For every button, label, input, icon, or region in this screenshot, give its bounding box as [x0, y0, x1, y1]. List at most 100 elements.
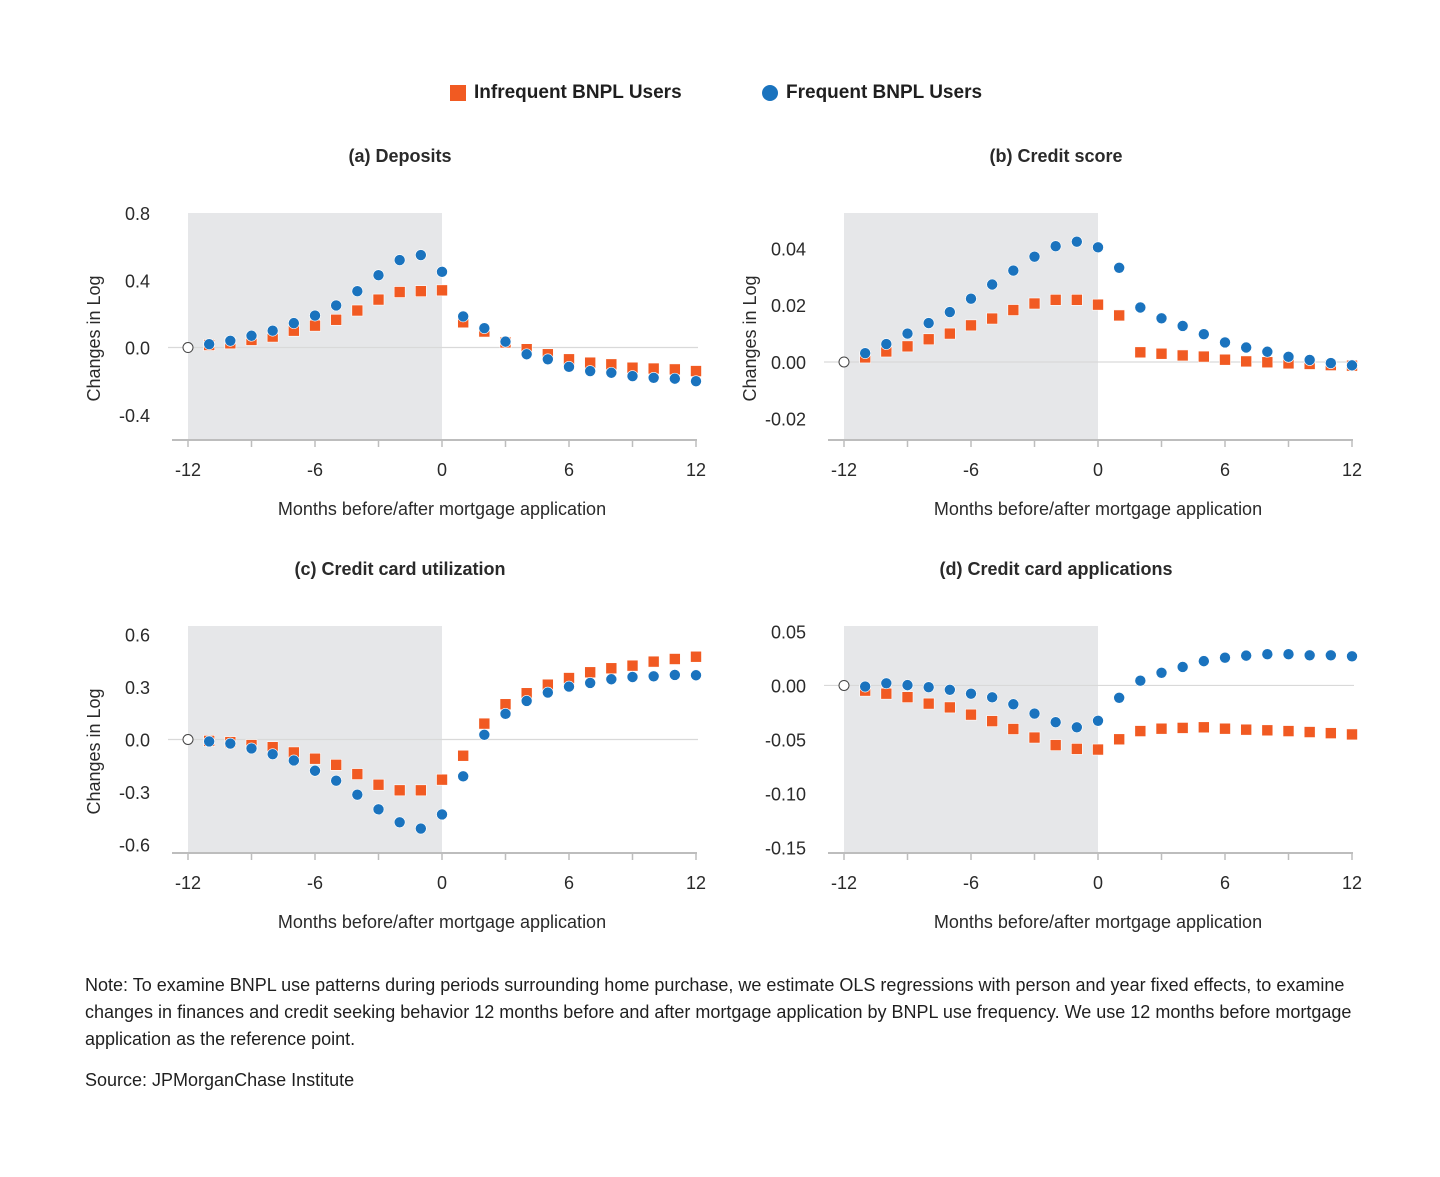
- frequent-point: [415, 822, 427, 835]
- infrequent-point: [478, 717, 491, 730]
- y-tick-label: 0.3: [125, 678, 150, 698]
- infrequent-point: [965, 708, 977, 721]
- chart-svg: -12 -6 0 6 12 0.05 0.00 -0.05 -0.10 -0.15 Months b…: [765, 622, 1362, 932]
- x-tick-label: 12: [686, 460, 706, 480]
- frequent-point: [859, 347, 871, 359]
- chart-svg: -12 -6 0 6 12 0.6 0.3 0.0 -0.3 -0.6 Changes in Log…: [84, 626, 706, 932]
- frequent-point: [245, 329, 258, 342]
- frequent-point: [1198, 328, 1210, 340]
- y-axis-label: Changes in Log: [84, 688, 104, 814]
- infrequent-point: [1049, 739, 1062, 751]
- frequent-point: [1007, 264, 1020, 277]
- x-axis-label: Months before/after mortgage application: [934, 912, 1262, 932]
- frequent-point: [1261, 345, 1274, 358]
- infrequent-point: [372, 778, 385, 791]
- frequent-point: [1049, 240, 1062, 252]
- frequent-point: [1176, 661, 1189, 673]
- infrequent-point: [901, 691, 914, 703]
- frequent-point: [1007, 698, 1020, 711]
- frequent-point: [669, 372, 681, 385]
- y-tick-label: 0.8: [125, 204, 150, 224]
- x-tick-label: 0: [437, 873, 447, 893]
- y-tick-label: 0.0: [125, 731, 150, 751]
- frequent-point: [1325, 649, 1337, 662]
- frequent-point: [1282, 648, 1295, 661]
- infrequent-point: [584, 666, 596, 679]
- frequent-point: [1113, 691, 1125, 704]
- x-tick-label: -12: [831, 460, 857, 480]
- frequent-point: [859, 680, 871, 693]
- x-tick-label: 6: [1220, 873, 1230, 893]
- infrequent-point: [922, 333, 935, 346]
- x-tick-label: -12: [175, 873, 201, 893]
- infrequent-point: [351, 768, 364, 780]
- frequent-point: [203, 735, 215, 748]
- frequent-point: [224, 334, 237, 347]
- frequent-point: [1346, 359, 1358, 372]
- frequent-point: [669, 669, 681, 681]
- y-axis-label: Changes in Log: [740, 275, 760, 401]
- infrequent-point: [626, 659, 639, 672]
- frequent-point: [1176, 320, 1189, 332]
- infrequent-point: [1325, 727, 1337, 739]
- chart-panel-credit-card-applications: (d) Credit card applications -12 -6 0 6 12 0.…: [726, 559, 1386, 959]
- legend-label: Infrequent BNPL Users: [474, 82, 682, 103]
- y-tick-label: -0.15: [765, 839, 806, 859]
- x-tick-label: -6: [307, 460, 323, 480]
- frequent-point: [647, 670, 660, 683]
- frequent-point: [288, 317, 300, 329]
- x-tick-label: 0: [1093, 873, 1103, 893]
- infrequent-point: [647, 655, 660, 668]
- infrequent-point: [1134, 346, 1147, 359]
- frequent-point: [288, 754, 300, 767]
- frequent-point: [584, 365, 596, 377]
- frequent-point: [1049, 716, 1062, 729]
- frequent-point: [626, 370, 639, 382]
- note-text: Note: To examine BNPL use patterns durin…: [85, 975, 1352, 1049]
- frequent-point: [266, 324, 279, 337]
- infrequent-point: [965, 319, 977, 332]
- infrequent-point: [1261, 356, 1274, 369]
- frequent-point: [584, 677, 596, 689]
- x-tick-label: -12: [175, 460, 201, 480]
- frequent-point: [478, 728, 491, 741]
- frequent-point: [393, 254, 406, 266]
- infrequent-point: [1071, 743, 1083, 755]
- circle-marker-icon: [762, 85, 778, 101]
- frequent-point: [351, 285, 364, 297]
- x-axis-label: Months before/after mortgage application: [278, 499, 606, 519]
- reference-point-marker: [838, 679, 850, 691]
- x-tick-label: -6: [963, 873, 979, 893]
- frequent-point: [563, 680, 575, 693]
- frequent-point: [944, 306, 956, 318]
- frequent-point: [563, 361, 575, 373]
- frequent-point: [330, 774, 342, 787]
- infrequent-point: [436, 284, 448, 297]
- frequent-point: [520, 348, 533, 361]
- frequent-point: [1071, 721, 1083, 734]
- infrequent-point: [1028, 297, 1041, 310]
- infrequent-point: [393, 286, 406, 298]
- infrequent-point: [1155, 722, 1168, 735]
- infrequent-point: [436, 773, 448, 786]
- frequent-point: [1092, 714, 1104, 727]
- frequent-point: [1346, 650, 1358, 663]
- frequent-point: [901, 679, 914, 691]
- x-tick-label: 6: [564, 460, 574, 480]
- chart-panel-credit-card-utilization: (c) Credit card utilization -12 -6 0 6 12 0.6…: [70, 559, 730, 959]
- infrequent-point: [1282, 725, 1295, 737]
- infrequent-point: [1134, 725, 1147, 737]
- legend-item-frequent: Frequent BNPL Users: [762, 82, 982, 104]
- infrequent-point: [880, 687, 893, 700]
- y-tick-label: 0.00: [771, 676, 806, 696]
- y-tick-label: -0.3: [119, 783, 150, 803]
- frequent-point: [986, 691, 998, 704]
- frequent-point: [393, 816, 406, 829]
- frequent-point: [626, 671, 639, 683]
- infrequent-point: [1198, 350, 1210, 363]
- frequent-point: [1261, 648, 1274, 661]
- frequent-point: [1134, 301, 1147, 314]
- frequent-point: [965, 292, 977, 305]
- frequent-point: [1282, 351, 1295, 363]
- infrequent-point: [1007, 304, 1020, 316]
